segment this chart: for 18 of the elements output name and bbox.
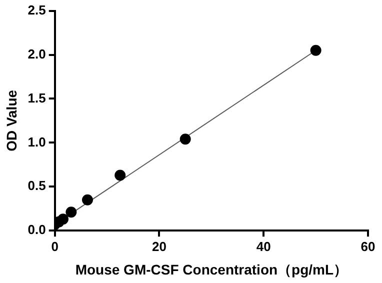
point <box>180 134 191 145</box>
y-tick-label: 1.5 <box>28 90 46 106</box>
point <box>114 170 126 181</box>
point <box>58 214 69 225</box>
x-tick-label: 40 <box>256 238 271 254</box>
y-tick-label: 2.5 <box>28 2 46 18</box>
point <box>82 194 93 206</box>
x-tick-label: 20 <box>152 238 166 254</box>
y-tick-label: 2.0 <box>28 46 46 62</box>
point <box>310 44 322 56</box>
y-tick-label: 0.5 <box>28 178 46 194</box>
y-tick-label: 1.0 <box>28 134 46 150</box>
x-tick-label: 0 <box>51 238 58 254</box>
x-tick-label: 60 <box>360 238 376 254</box>
y-tick-label: 0.0 <box>28 222 46 238</box>
point <box>66 206 77 218</box>
x-axis-title: Mouse GM-CSF Concentration（pg/mL） <box>75 261 348 278</box>
y-axis-title: OD Value <box>3 90 20 152</box>
